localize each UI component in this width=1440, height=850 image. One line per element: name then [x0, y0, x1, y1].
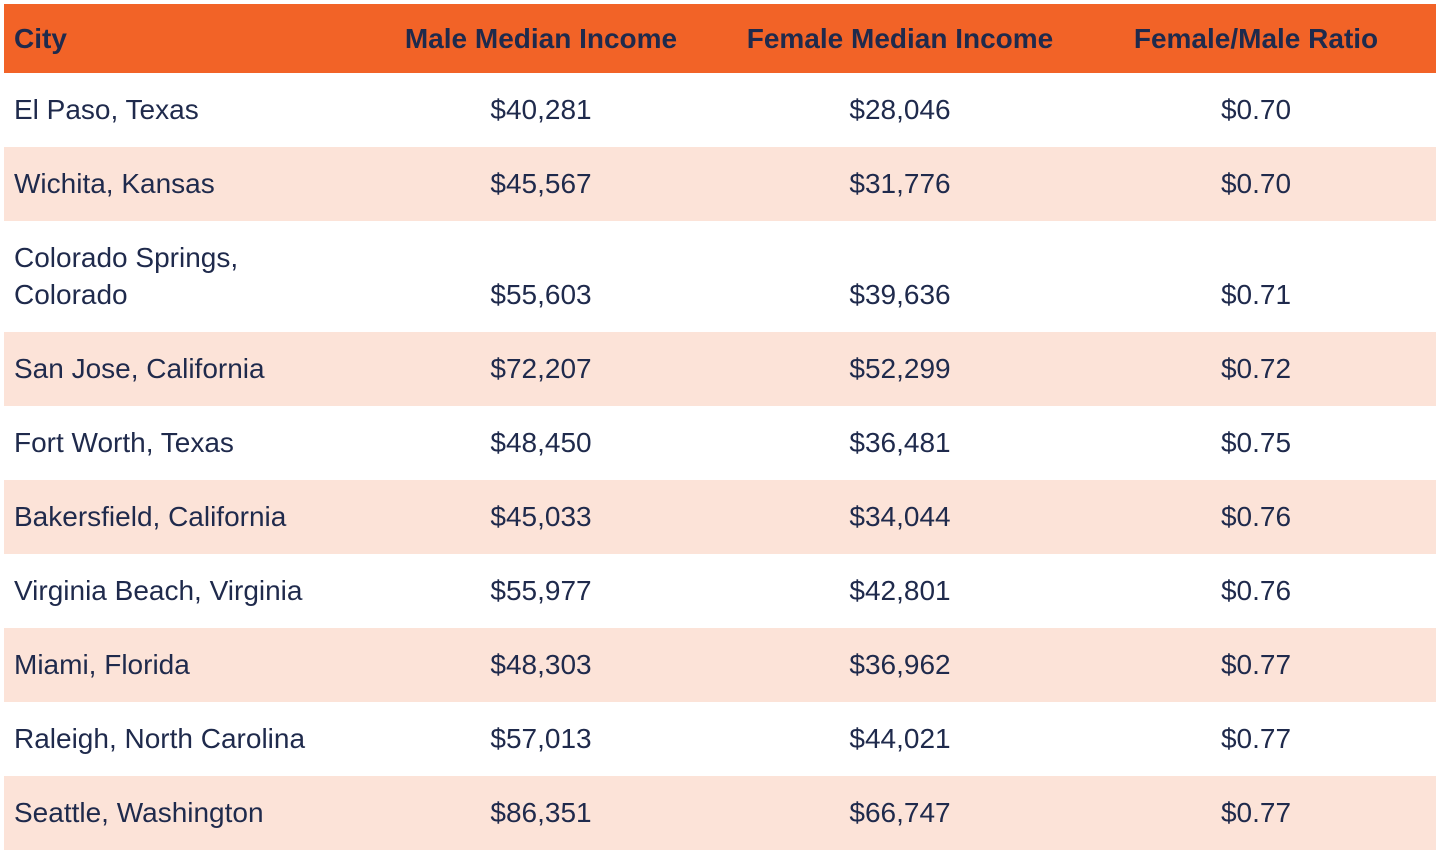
cell-city: Virginia Beach, Virginia	[14, 575, 303, 606]
cell-ratio: $0.76	[1220, 575, 1292, 606]
cell-city: Colorado Springs, Colorado	[14, 242, 239, 310]
cell-female-income: $52,299	[849, 353, 951, 384]
table-row: Miami, Florida $48,303 $36,962 $0.77	[4, 628, 1436, 702]
cell-male-income: $72,207	[490, 353, 592, 384]
table-row: Bakersfield, California $45,033 $34,044 …	[4, 480, 1436, 554]
header-row: City Male Median Income Female Median In…	[4, 4, 1436, 73]
col-header-city: City	[4, 4, 358, 73]
cell-city: El Paso, Texas	[14, 94, 199, 125]
cell-male-income: $48,450	[490, 427, 592, 458]
cell-male-income: $86,351	[490, 797, 592, 828]
col-header-ratio: Female/Male Ratio	[1076, 4, 1436, 73]
table-row: El Paso, Texas $40,281 $28,046 $0.70	[4, 73, 1436, 147]
cell-city: Seattle, Washington	[14, 797, 264, 828]
cell-male-income: $40,281	[490, 94, 592, 125]
cell-ratio: $0.76	[1220, 501, 1292, 532]
cell-city: Wichita, Kansas	[14, 168, 215, 199]
cell-female-income: $44,021	[849, 723, 951, 754]
cell-female-income: $39,636	[849, 279, 951, 310]
cell-ratio: $0.77	[1220, 649, 1292, 680]
col-header-female-income: Female Median Income	[724, 4, 1076, 73]
cell-ratio: $0.71	[1220, 279, 1292, 310]
cell-female-income: $36,481	[849, 427, 951, 458]
cell-female-income: $66,747	[849, 797, 951, 828]
col-header-male-income: Male Median Income	[358, 4, 724, 73]
cell-male-income: $57,013	[490, 723, 592, 754]
table-row: Raleigh, North Carolina $57,013 $44,021 …	[4, 702, 1436, 776]
cell-city: San Jose, California	[14, 353, 265, 384]
cell-male-income: $45,567	[490, 168, 592, 199]
cell-male-income: $48,303	[490, 649, 592, 680]
cell-ratio: $0.75	[1220, 427, 1292, 458]
cell-ratio: $0.77	[1220, 797, 1292, 828]
cell-female-income: $28,046	[849, 94, 951, 125]
cell-city: Fort Worth, Texas	[14, 427, 234, 458]
table-row: Colorado Springs, Colorado $55,603 $39,6…	[4, 221, 1436, 332]
income-table: City Male Median Income Female Median In…	[4, 4, 1436, 850]
cell-male-income: $45,033	[490, 501, 592, 532]
cell-female-income: $34,044	[849, 501, 951, 532]
cell-city: Miami, Florida	[14, 649, 190, 680]
table-row: Seattle, Washington $86,351 $66,747 $0.7…	[4, 776, 1436, 850]
cell-ratio: $0.77	[1220, 723, 1292, 754]
table-row: Fort Worth, Texas $48,450 $36,481 $0.75	[4, 406, 1436, 480]
cell-ratio: $0.70	[1220, 94, 1292, 125]
cell-ratio: $0.72	[1220, 353, 1292, 384]
table-row: San Jose, California $72,207 $52,299 $0.…	[4, 332, 1436, 406]
cell-female-income: $31,776	[849, 168, 951, 199]
cell-male-income: $55,977	[490, 575, 592, 606]
cell-male-income: $55,603	[490, 279, 592, 310]
cell-city: Bakersfield, California	[14, 501, 287, 532]
cell-female-income: $42,801	[849, 575, 951, 606]
cell-female-income: $36,962	[849, 649, 951, 680]
table-row: Wichita, Kansas $45,567 $31,776 $0.70	[4, 147, 1436, 221]
table-row: Virginia Beach, Virginia $55,977 $42,801…	[4, 554, 1436, 628]
cell-ratio: $0.70	[1220, 168, 1292, 199]
cell-city: Raleigh, North Carolina	[14, 723, 306, 754]
